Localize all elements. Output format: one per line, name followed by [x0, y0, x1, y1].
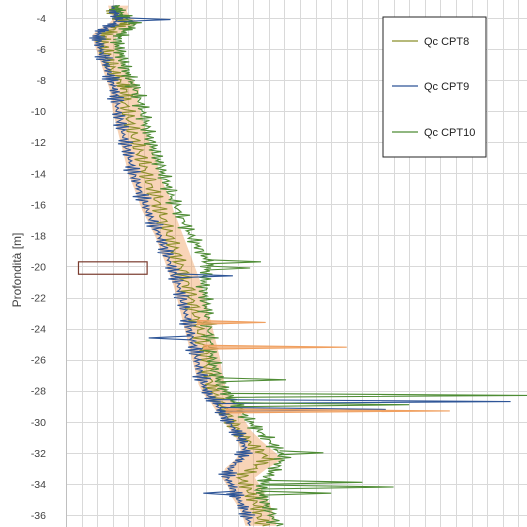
- orange-band-area: [92, 5, 283, 526]
- orange-shaded-band: [92, 5, 283, 526]
- series-line-qc-cpt10: [109, 5, 292, 527]
- y-tick-label: -28: [31, 386, 46, 398]
- spike-qc-cpt10: [206, 265, 251, 271]
- y-tick-label: -24: [31, 324, 46, 336]
- spike-qc-cpt9: [174, 273, 233, 279]
- spike-qc-cpt10: [279, 450, 324, 456]
- legend-label-cpt9: Qc CPT9: [424, 81, 469, 93]
- legend-box: [382, 16, 487, 158]
- spike-qc-cpt9: [148, 335, 192, 341]
- annotation-rectangle: [77, 261, 148, 275]
- spike-qc-cpt9: [117, 17, 171, 23]
- legend-entry-cpt10: Qc CPT10: [392, 127, 475, 139]
- y-tick-label: -4: [37, 13, 46, 25]
- y-tick-label: -8: [37, 75, 46, 87]
- y-tick-label: -26: [31, 355, 46, 367]
- spike-qc-cpt10: [263, 479, 363, 485]
- series-line-qc-cpt9: [89, 5, 256, 527]
- annotation-box: [77, 261, 148, 275]
- legend-entry-cpt8: Qc CPT8: [392, 36, 469, 48]
- legend: Qc CPT8 Qc CPT9 Qc CPT10: [382, 16, 487, 158]
- legend-entry-cpt9: Qc CPT9: [392, 81, 469, 93]
- y-tick-label: -34: [31, 479, 46, 491]
- y-tick-label: -30: [31, 417, 46, 429]
- spike-qc-cpt8: [196, 319, 266, 325]
- y-tick-label: -12: [31, 137, 46, 149]
- y-tick-label: -6: [37, 44, 46, 56]
- y-axis-ticks: -4 -6 -8 -10 -12 -14 -16 -18 -20 -22 -24 -26 -28 -30 -…: [31, 13, 46, 522]
- y-tick-label: -36: [31, 510, 46, 522]
- spike-qc-cpt9: [203, 490, 236, 496]
- spike-qc-cpt10: [261, 484, 394, 490]
- series-line-qc-cpt8: [95, 5, 277, 527]
- series-lines: [89, 5, 292, 527]
- y-axis-label: Profondità [m]: [10, 233, 24, 308]
- spike-qc-cpt9: [214, 399, 511, 405]
- y-tick-label: -16: [31, 199, 46, 211]
- spike-qc-cpt8: [203, 344, 347, 350]
- spike-qc-cpt10: [218, 377, 287, 383]
- spike-qc-cpt10: [207, 259, 262, 265]
- y-tick-label: -22: [31, 293, 46, 305]
- y-tick-label: -18: [31, 230, 46, 242]
- spike-qc-cpt10: [228, 392, 527, 398]
- y-tick-label: -14: [31, 168, 46, 180]
- spike-qc-cpt10: [260, 490, 332, 496]
- y-tick-label: -32: [31, 448, 46, 460]
- y-tick-label: -20: [31, 261, 46, 273]
- y-tick-label: -10: [31, 106, 46, 118]
- spike-qc-cpt8: [225, 408, 450, 414]
- spike-qc-cpt10: [236, 402, 410, 408]
- series-spikes: [117, 17, 527, 496]
- legend-label-cpt10: Qc CPT10: [424, 127, 475, 139]
- legend-label-cpt8: Qc CPT8: [424, 36, 469, 48]
